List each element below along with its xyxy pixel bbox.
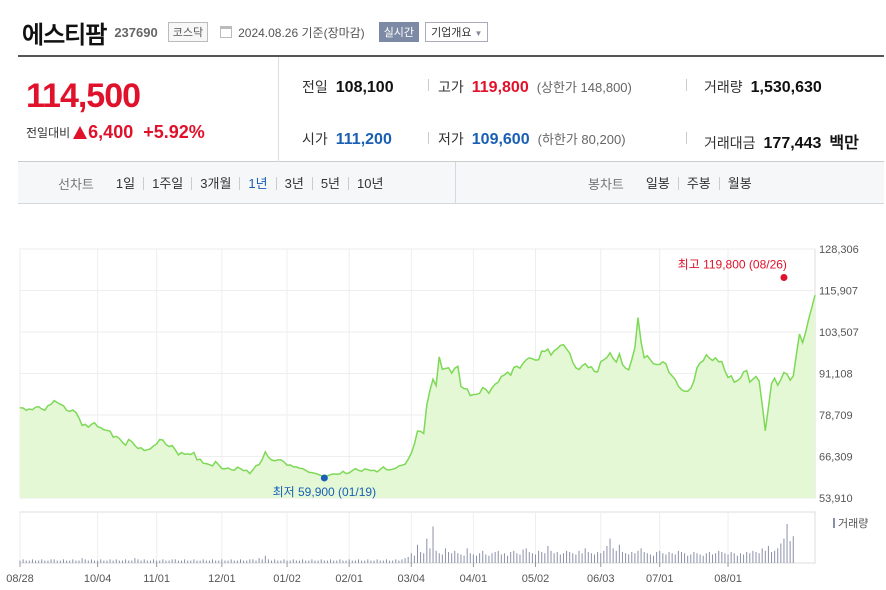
candle-chart-tab-1[interactable]: 주봉 [677,177,719,190]
candle-chart-tabs: 봉차트 일봉 주봉 월봉 [588,174,760,193]
up-triangle-icon [73,126,88,139]
open-value: 111,200 [335,131,392,148]
candle-chart-label: 봉차트 [588,177,624,192]
x-tick-label: 07/01 [646,573,674,585]
prev-close-label: 전일 [302,79,328,95]
volume: 거래량 1,530,630 [704,77,822,97]
open-label: 시가 [302,131,328,147]
amount-value: 177,443 [763,135,822,152]
x-tick-label: 08/01 [714,573,742,585]
line-chart-tab-1[interactable]: 1주일 [143,177,191,190]
low-price: 저가 109,600 (하한가 80,200) [438,129,626,149]
x-tick-label: 03/04 [398,573,426,585]
high-price: 고가 119,800 (상한가 148,800) [438,77,632,97]
y-tick-label: 91,108 [819,369,853,381]
stock-name: 에스티팜 [22,21,107,49]
line-chart-tab-2[interactable]: 3개월 [191,177,239,190]
upper-limit: (상한가 148,800) [536,80,632,95]
low-value: 109,600 [471,131,530,148]
calendar-icon [220,26,233,38]
y-tick-label: 128,306 [819,244,859,256]
tabs-divider [455,162,456,203]
line-chart-label: 선차트 [58,177,94,192]
x-tick-label: 05/02 [522,573,550,585]
candle-chart-tab-0[interactable]: 일봉 [645,176,670,191]
y-tick-label: 103,507 [819,327,859,339]
price-change: 전일대비 6,400 +5.92% [26,122,205,143]
line-chart-tab-3[interactable]: 1년 [239,177,275,190]
stock-header: 에스티팜 237690 코스닥 2024.08.26 기준(장마감) 실시간 기… [22,12,489,52]
price-area [20,295,815,498]
low-label: 저가 [438,131,464,147]
y-tick-label: 53,910 [819,493,853,505]
x-tick-label: 06/03 [587,573,615,585]
volume-label: 거래량 [704,79,743,95]
amount-label: 거래대금 [704,135,756,151]
low-annotation: 최저 59,900 (01/19) [273,485,376,499]
x-tick-label: 02/01 [335,573,363,585]
volume-value: 1,530,630 [750,79,822,96]
divider [686,132,687,144]
lower-limit: (하한가 80,200) [537,132,626,147]
x-tick-label: 12/01 [208,573,236,585]
stock-code: 237690 [114,24,158,40]
y-tick-label: 78,709 [819,410,853,422]
open-price: 시가 111,200 [302,129,392,149]
x-tick-label: 08/28 [6,573,34,585]
x-tick-label: 01/02 [273,573,301,585]
change-value: 6,400 [88,122,134,142]
chart-tabs: 선차트 1일 1주일 3개월 1년 3년 5년 10년 봉차트 일봉 주봉 월봉 [18,162,884,204]
current-price: 114,500 [26,77,141,115]
base-date: 2024.08.26 기준(장마감) [238,25,365,40]
current-price-box: 114,500 전일대비 6,400 +5.92% [18,57,279,162]
divider [428,79,429,91]
high-value: 119,800 [471,79,529,96]
company-overview-dropdown[interactable]: 기업개요 ▼ [425,22,489,42]
x-tick-label: 10/04 [84,573,112,585]
volume-legend-swatch [833,518,835,528]
x-tick-label: 11/01 [143,573,170,585]
y-tick-label: 66,309 [819,452,853,464]
price-line [19,295,816,478]
candle-chart-tab-2[interactable]: 월봉 [718,177,760,190]
quote-panel: 114,500 전일대비 6,400 +5.92% 전일 108,100 고가 … [18,55,884,162]
volume-legend-label: 거래량 [838,517,868,530]
change-label: 전일대비 [26,126,71,140]
line-chart-tab-5[interactable]: 5년 [311,177,348,190]
change-percent: +5.92% [143,122,205,142]
high-label: 고가 [438,79,464,95]
divider [428,132,429,144]
company-overview-label: 기업개요 [431,27,472,39]
line-chart-tabs: 선차트 1일 1주일 3개월 1년 3년 5년 10년 [58,174,391,193]
high-marker [780,273,788,281]
high-annotation: 최고 119,800 (08/26) [678,257,787,271]
line-chart-tab-4[interactable]: 3년 [275,177,312,190]
realtime-button[interactable]: 실시간 [378,22,420,42]
low-marker [320,474,328,482]
line-chart-tab-0[interactable]: 1일 [115,176,136,191]
divider [686,79,687,91]
amount-unit: 백만 [829,135,859,152]
x-tick-label: 04/01 [460,573,488,585]
y-tick-label: 115,907 [819,286,858,298]
trade-amount: 거래대금 177,443 백만 [704,129,859,153]
prev-close: 전일 108,100 [302,77,394,97]
chevron-down-icon: ▼ [474,29,483,38]
market-badge: 코스닥 [167,22,209,42]
prev-close-value: 108,100 [335,79,394,96]
line-chart-tab-6[interactable]: 10년 [348,177,391,190]
